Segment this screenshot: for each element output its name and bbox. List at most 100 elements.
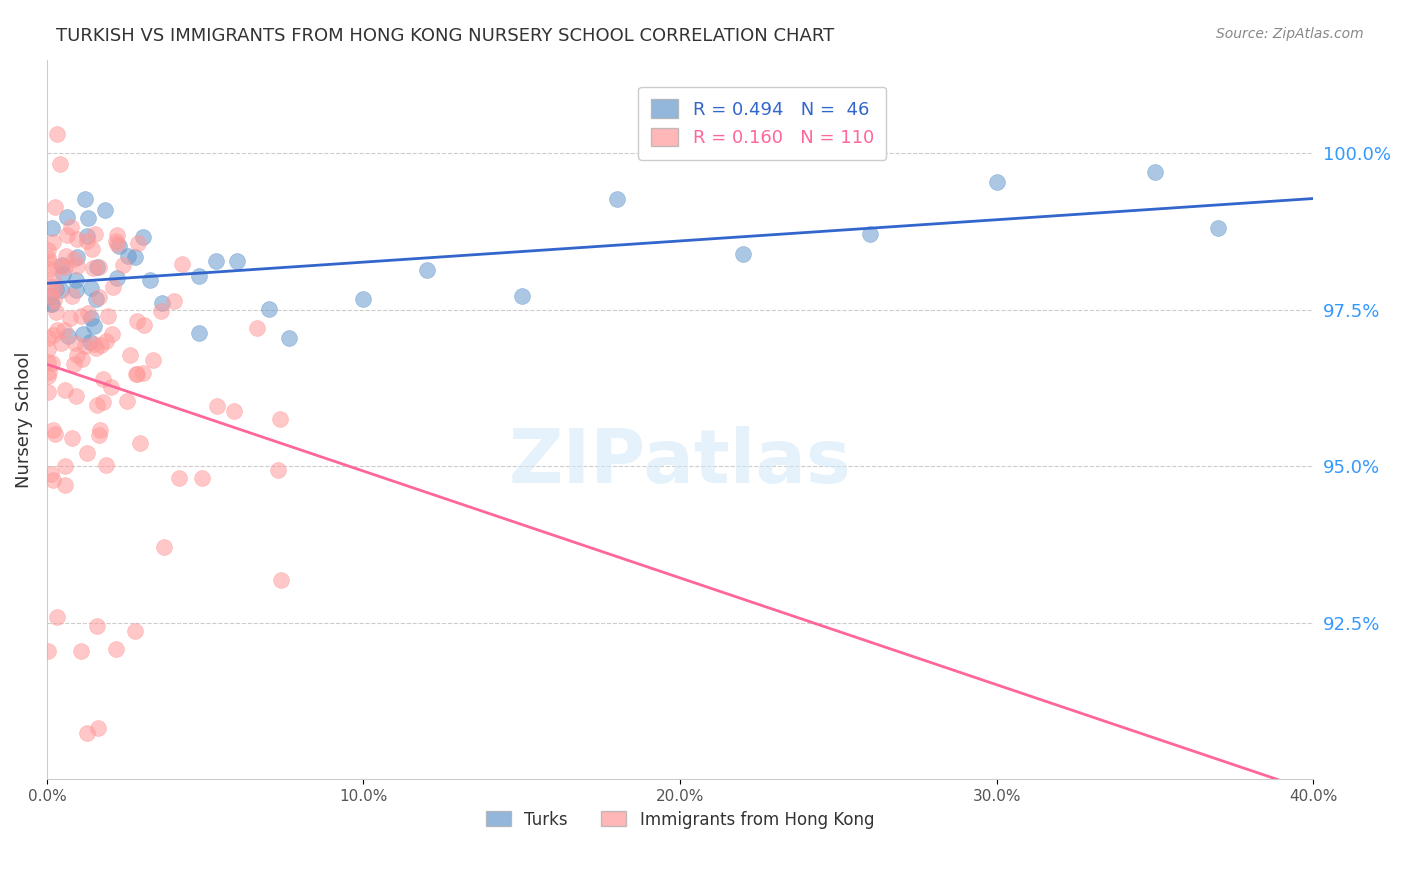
Point (124, 624, 146, 639)
Point (76, 726, 98, 740)
Point (86, 619, 108, 633)
Point (65, 389, 87, 403)
Point (89, 290, 111, 304)
Point (132, 318, 155, 332)
Point (51, 284, 73, 298)
Point (111, 258, 134, 272)
Point (45, 282, 67, 296)
Point (37, 355, 59, 369)
Point (73, 338, 96, 352)
Point (41, 467, 63, 482)
Point (100, 380, 122, 394)
Point (84, 342, 107, 356)
Point (72, 326, 94, 341)
Point (55, 228, 77, 243)
Point (82, 260, 104, 275)
Point (86, 260, 108, 275)
Point (108, 239, 131, 253)
Point (72, 888, 94, 892)
Point (42, 328, 65, 343)
Point (66, 251, 89, 265)
Point (44, 200, 66, 214)
Point (94, 334, 117, 348)
Point (63, 335, 86, 350)
Point (56, 815, 79, 830)
Point (101, 326, 124, 341)
Point (91, 395, 114, 409)
Legend: Turks, Immigrants from Hong Kong: Turks, Immigrants from Hong Kong (479, 804, 880, 835)
Point (105, 237, 128, 252)
Point (83, 318, 105, 333)
Point (63, 252, 86, 267)
Point (86, 399, 108, 413)
Point (79, 334, 101, 349)
Point (277, 330, 299, 344)
Point (63, 357, 86, 371)
Point (51, 258, 73, 272)
Point (167, 471, 190, 485)
Point (94, 458, 117, 473)
Point (117, 249, 139, 263)
Point (41, 235, 63, 249)
Point (101, 860, 124, 874)
Point (73, 192, 96, 206)
Point (127, 236, 149, 251)
Point (53, 260, 76, 274)
Point (225, 254, 247, 268)
Point (125, 313, 148, 327)
Point (129, 436, 152, 450)
Point (77, 211, 100, 225)
Point (1206, 221, 1229, 235)
Point (246, 321, 269, 335)
Point (207, 399, 229, 413)
Point (84, 292, 107, 306)
Point (172, 257, 194, 271)
Point (91, 372, 114, 386)
Point (37, 342, 59, 356)
Point (44, 282, 66, 296)
Point (53, 459, 76, 474)
Text: Source: ZipAtlas.com: Source: ZipAtlas.com (1216, 27, 1364, 41)
Point (150, 296, 173, 310)
Point (46, 127, 69, 141)
Point (45, 305, 67, 319)
Point (859, 227, 882, 241)
Point (83, 337, 105, 351)
Point (80, 281, 103, 295)
Point (191, 470, 214, 484)
Point (80, 310, 103, 325)
Point (188, 326, 211, 340)
Point (49, 336, 72, 351)
Point (105, 271, 128, 285)
Point (39, 297, 62, 311)
Point (38, 365, 60, 379)
Point (46, 323, 69, 337)
Point (41, 221, 63, 235)
Text: ZIPatlas: ZIPatlas (509, 425, 852, 499)
Point (65, 283, 87, 297)
Point (124, 250, 146, 264)
Point (49, 259, 72, 273)
Point (66, 348, 89, 362)
Point (76, 228, 98, 243)
Point (139, 272, 162, 286)
Point (416, 263, 439, 277)
Point (37, 644, 59, 658)
Point (37, 251, 59, 265)
Point (53, 478, 76, 492)
Y-axis label: Nursery School: Nursery School (15, 351, 32, 488)
Point (53, 383, 76, 397)
Point (44, 426, 66, 441)
Point (70, 351, 93, 366)
Point (101, 280, 124, 294)
Point (163, 294, 186, 309)
Point (82, 242, 104, 256)
Point (65, 273, 87, 287)
Point (41, 841, 63, 855)
Point (269, 412, 291, 426)
Text: TURKISH VS IMMIGRANTS FROM HONG KONG NURSERY SCHOOL CORRELATION CHART: TURKISH VS IMMIGRANTS FROM HONG KONG NUR… (56, 27, 835, 45)
Point (733, 247, 755, 261)
Point (65, 259, 87, 273)
Point (84, 227, 107, 241)
Point (55, 250, 77, 264)
